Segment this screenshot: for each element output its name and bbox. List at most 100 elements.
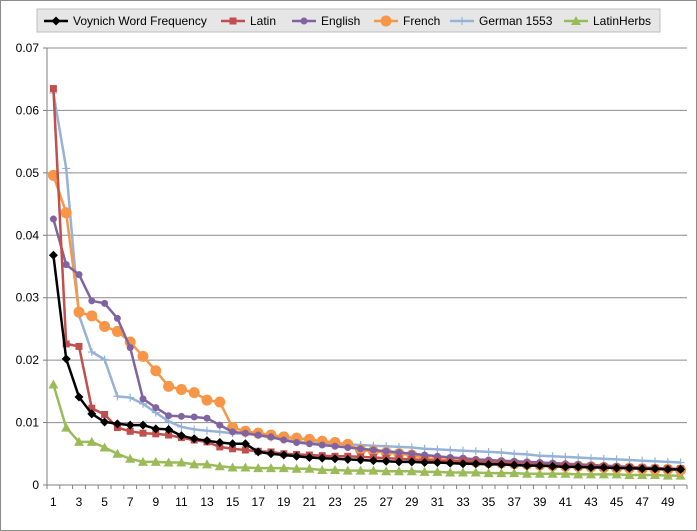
data-point: [662, 470, 673, 480]
x-tick-label: 15: [226, 495, 240, 509]
data-point: [637, 470, 648, 480]
data-point: [317, 453, 327, 463]
x-axis: 1 3 5 7 9 11 13 15 17 19 21 23 25 27 29 31 33 35 37 39 41 43 4…: [46, 484, 688, 509]
data-point: [293, 439, 301, 447]
legend-item: English: [292, 14, 360, 28]
data-point: [152, 430, 160, 438]
data-point: [139, 429, 147, 437]
data-point: [48, 250, 58, 260]
data-point: [355, 465, 366, 475]
data-point: [86, 436, 97, 446]
x-tick-label: 5: [101, 495, 108, 509]
data-point: [534, 468, 545, 478]
data-point: [535, 461, 545, 471]
data-point: [113, 314, 121, 322]
data-point: [586, 469, 596, 479]
y-tick-label: 0.04: [16, 228, 40, 242]
data-point: [216, 421, 224, 429]
data-point: [87, 409, 97, 419]
data-point: [406, 466, 417, 476]
data-point: [522, 468, 532, 478]
x-tick-label: 21: [303, 495, 317, 509]
data-point: [88, 404, 96, 412]
x-tick-label: 1: [50, 495, 57, 509]
data-point: [165, 412, 173, 420]
data-point: [215, 427, 224, 436]
x-tick-label: 37: [508, 495, 522, 509]
data-point: [60, 207, 72, 219]
data-point: [369, 446, 377, 454]
data-point: [357, 445, 365, 453]
data-point: [99, 320, 111, 332]
data-point: [151, 424, 161, 434]
data-point: [253, 463, 264, 473]
data-point: [470, 467, 481, 477]
data-point: [201, 394, 213, 406]
data-point: [62, 164, 71, 173]
data-point: [190, 413, 198, 421]
data-point: [175, 383, 187, 395]
data-point: [291, 463, 302, 473]
data-point: [165, 431, 173, 439]
data-point: [126, 427, 134, 435]
data-point: [240, 439, 250, 449]
data-point: [509, 468, 520, 478]
data-point: [113, 392, 122, 401]
x-tick-label: 47: [636, 495, 650, 509]
x-tick-label: 43: [584, 495, 598, 509]
legend-box: [36, 8, 661, 33]
data-point: [471, 459, 481, 469]
data-point: [139, 395, 147, 403]
data-point: [176, 431, 186, 441]
data-point: [612, 463, 622, 473]
data-point: [458, 467, 468, 477]
data-point: [445, 467, 456, 477]
data-point: [420, 458, 430, 468]
data-point: [74, 392, 84, 402]
data-point: [111, 325, 123, 337]
data-point: [330, 454, 340, 464]
data-point: [214, 396, 226, 408]
y-axis: 0 0.01 0.02 0.03 0.04 0.05 0.06 0.07: [16, 41, 48, 492]
data-point: [548, 461, 558, 471]
plot-series: [47, 85, 687, 480]
data-point: [61, 422, 72, 432]
data-point: [137, 350, 149, 362]
data-point: [446, 446, 455, 455]
series-line: [52, 384, 681, 477]
data-point: [112, 419, 122, 429]
x-tick-label: 49: [661, 495, 675, 509]
data-point: [229, 17, 237, 25]
data-point: [202, 436, 212, 446]
data-point: [432, 466, 443, 476]
data-point: [330, 465, 340, 475]
data-point: [214, 461, 225, 471]
data-point: [522, 461, 532, 471]
data-point: [305, 440, 313, 448]
data-point: [292, 451, 302, 461]
data-point: [458, 17, 466, 25]
data-point: [101, 299, 109, 307]
x-tick-label: 3: [76, 495, 83, 509]
series-latin: [49, 85, 685, 473]
data-point: [560, 468, 571, 478]
y-tick-label: 0.03: [16, 291, 40, 305]
data-point: [571, 16, 581, 25]
data-point: [432, 458, 442, 468]
data-point: [47, 169, 59, 181]
y-tick-label: 0.05: [16, 166, 40, 180]
x-tick-label: 41: [559, 495, 573, 509]
data-point: [381, 456, 391, 466]
data-point: [73, 306, 85, 318]
data-point: [253, 447, 263, 457]
data-point: [278, 463, 289, 473]
data-point: [163, 457, 174, 467]
legend-label: French: [403, 14, 440, 28]
data-point: [177, 422, 186, 431]
data-point: [125, 453, 136, 463]
data-point: [382, 447, 390, 455]
x-tick-label: 39: [533, 495, 547, 509]
data-point: [100, 417, 110, 427]
data-point: [188, 387, 200, 399]
data-point: [368, 456, 378, 466]
